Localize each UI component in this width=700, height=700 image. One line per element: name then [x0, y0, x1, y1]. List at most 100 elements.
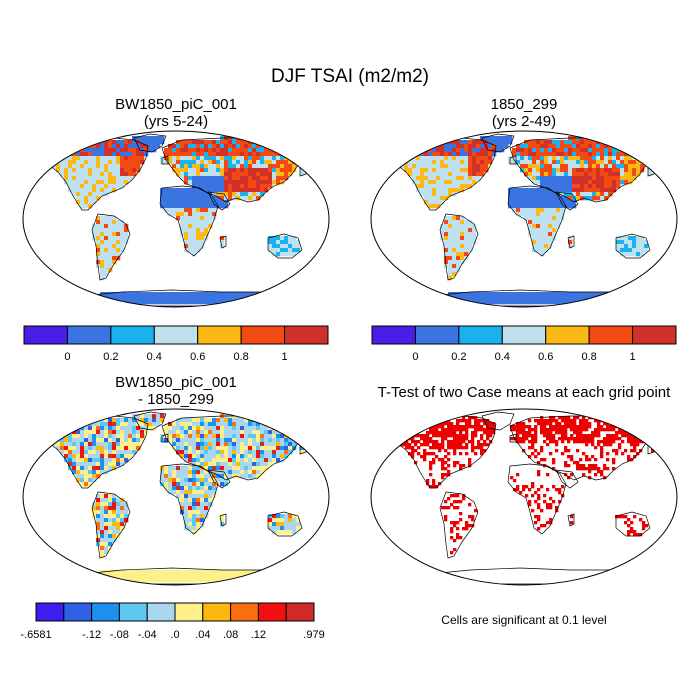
grid-cell	[438, 431, 442, 435]
grid-cell	[268, 442, 273, 447]
grid-cell	[615, 434, 619, 438]
grid-cell	[192, 510, 197, 515]
grid-cell	[64, 426, 69, 431]
grid-cell	[604, 188, 609, 193]
grid-cell	[164, 574, 169, 579]
grid-cell	[549, 431, 553, 435]
grid-cell	[630, 437, 634, 441]
grid-cell	[453, 494, 457, 498]
grid-cell	[176, 422, 181, 427]
grid-cell	[260, 442, 265, 447]
coastline-southAmerica	[439, 213, 479, 281]
grid-cell	[568, 192, 573, 197]
grid-cell	[140, 292, 145, 297]
grid-cell	[68, 426, 73, 431]
grid-cell	[232, 442, 237, 447]
grid-cell	[236, 188, 241, 193]
grid-cell	[417, 434, 421, 438]
grid-cell	[597, 434, 601, 438]
grid-cell	[224, 466, 229, 471]
grid-cell	[52, 430, 57, 435]
grid-cell	[88, 450, 93, 455]
grid-cell	[456, 437, 460, 441]
grid-cell	[236, 422, 241, 427]
grid-cell	[456, 443, 460, 447]
grid-cell	[196, 518, 201, 523]
grid-cell	[552, 204, 557, 209]
grid-cell	[636, 533, 640, 537]
grid-cell	[176, 192, 181, 197]
grid-cell	[648, 152, 653, 157]
grid-cell	[148, 136, 153, 141]
grid-cell	[636, 152, 641, 157]
grid-cell	[208, 570, 213, 575]
grid-cell	[68, 300, 73, 305]
grid-cell	[252, 426, 257, 431]
grid-cell	[184, 244, 189, 249]
grid-cell	[576, 296, 581, 301]
grid-cell	[76, 188, 81, 193]
grid-cell	[456, 260, 461, 265]
grid-cell	[208, 482, 213, 487]
grid-cell	[640, 240, 645, 245]
grid-cell	[448, 252, 453, 257]
grid-cell	[104, 264, 109, 269]
grid-cell	[104, 438, 109, 443]
grid-cell	[304, 578, 309, 583]
grid-cell	[212, 292, 217, 297]
grid-cell	[561, 434, 565, 438]
grid-cell	[72, 446, 77, 451]
grid-cell	[528, 503, 532, 507]
grid-cell	[96, 498, 101, 503]
grid-cell	[560, 204, 565, 209]
grid-cell	[120, 232, 125, 237]
grid-cell	[474, 422, 478, 426]
grid-cell	[532, 176, 537, 181]
grid-cell	[60, 172, 65, 177]
grid-cell	[642, 521, 646, 525]
grid-cell	[402, 431, 406, 435]
grid-cell	[588, 425, 592, 429]
colorbar-box-3	[501, 325, 547, 345]
grid-cell	[459, 518, 463, 522]
grid-cell	[156, 296, 161, 301]
grid-cell	[284, 236, 289, 241]
grid-cell	[484, 136, 489, 141]
grid-cell	[489, 428, 493, 432]
grid-cell	[564, 449, 568, 453]
grid-cell	[112, 160, 117, 165]
grid-cell	[560, 188, 565, 193]
grid-cell	[548, 168, 553, 173]
grid-cell	[76, 446, 81, 451]
grid-cell	[108, 454, 113, 459]
grid-cell	[212, 208, 217, 213]
grid-cell	[580, 164, 585, 169]
grid-cell	[456, 446, 460, 450]
grid-cell	[280, 168, 285, 173]
grid-cell	[124, 180, 129, 185]
grid-cell	[92, 200, 97, 205]
grid-cell	[224, 192, 229, 197]
grid-cell	[276, 300, 281, 305]
grid-cell	[528, 152, 533, 157]
grid-cell	[532, 240, 537, 245]
grid-cell	[624, 160, 629, 165]
grid-cell	[224, 140, 229, 145]
grid-cell	[100, 430, 105, 435]
grid-cell	[64, 438, 69, 443]
grid-cell	[636, 240, 641, 245]
grid-cell	[568, 240, 573, 245]
grid-cell	[440, 148, 445, 153]
grid-cell	[220, 422, 225, 427]
grid-cell	[176, 578, 181, 583]
grid-cell	[552, 148, 557, 153]
grid-cell	[180, 450, 185, 455]
grid-cell	[390, 431, 394, 435]
grid-cell	[220, 446, 225, 451]
grid-cell	[432, 188, 437, 193]
grid-cell	[92, 296, 97, 301]
grid-cell	[435, 425, 439, 429]
grid-cell	[128, 426, 133, 431]
grid-cell	[132, 434, 137, 439]
grid-cell	[196, 144, 201, 149]
